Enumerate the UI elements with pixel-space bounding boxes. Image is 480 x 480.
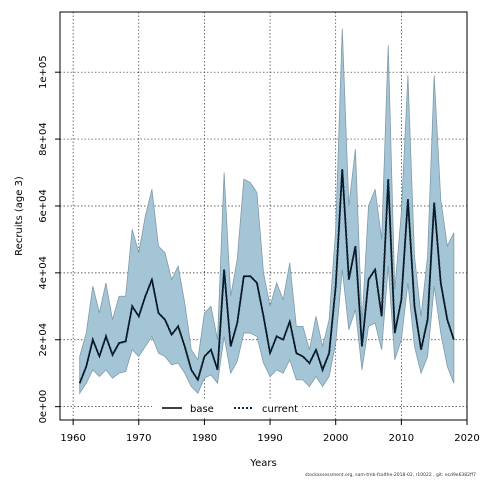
legend: base current bbox=[152, 400, 302, 416]
y-tick-label: 8e+04 bbox=[38, 122, 49, 156]
y-tick-label: 2e+04 bbox=[38, 323, 49, 357]
y-tick-label: 0e+00 bbox=[38, 390, 49, 424]
series-line-current bbox=[78, 169, 455, 384]
x-tick-label: 1970 bbox=[126, 433, 151, 444]
y-tick-label: 1e+05 bbox=[38, 55, 49, 89]
y-tick-label: 4e+04 bbox=[38, 256, 49, 290]
y-axis: 0e+00 2e+04 4e+04 6e+04 8e+04 1e+05 bbox=[38, 55, 60, 423]
x-tick-label: 1960 bbox=[60, 433, 85, 444]
y-axis-label: Recruits (age 3) bbox=[14, 176, 25, 256]
confidence-band bbox=[79, 28, 455, 395]
x-axis: 1960 1970 1980 1990 2000 2010 2020 bbox=[60, 420, 480, 444]
legend-background bbox=[152, 400, 302, 416]
plot-frame bbox=[59, 11, 468, 421]
x-tick-label: 1980 bbox=[192, 433, 217, 444]
x-tick-label: 2000 bbox=[323, 433, 348, 444]
x-axis-label: Years bbox=[249, 458, 276, 469]
y-tick-label: 6e+04 bbox=[38, 189, 49, 223]
x-tick-label: 2010 bbox=[389, 433, 414, 444]
x-tick-label: 1990 bbox=[257, 433, 282, 444]
legend-label-base: base bbox=[190, 404, 214, 415]
legend-label-current: current bbox=[262, 404, 298, 415]
x-tick-label: 2020 bbox=[454, 433, 479, 444]
footer-text: stockassessment.org, sam-tmb-fsalthe-201… bbox=[305, 473, 476, 478]
